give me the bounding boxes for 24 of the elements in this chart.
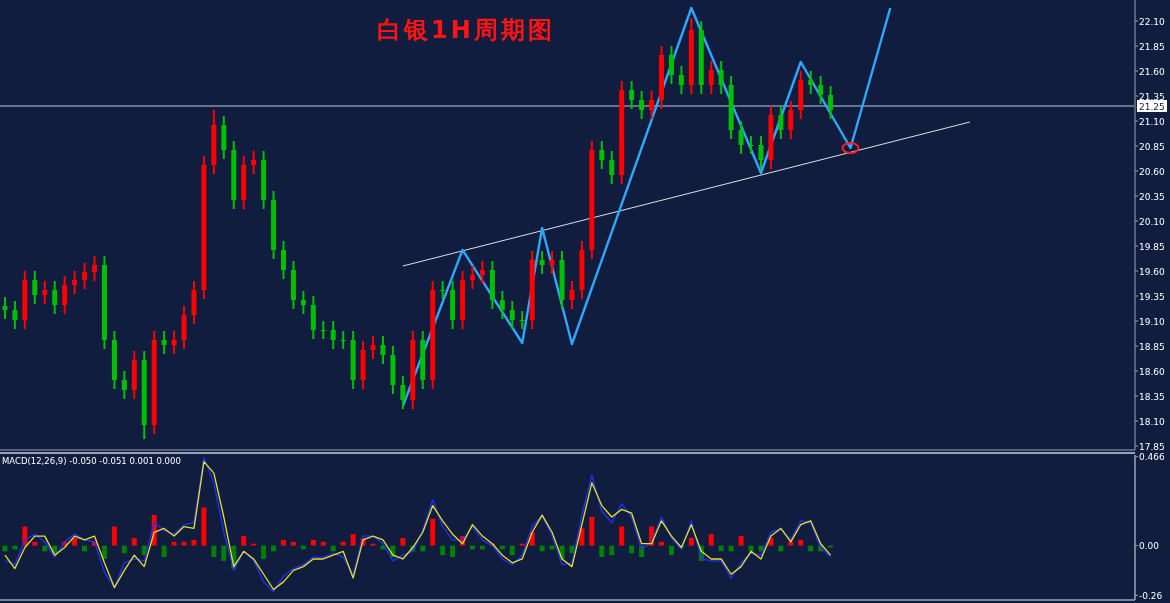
y-tick-label: 21.60 [1139,66,1166,77]
y-tick-label: 20.10 [1139,216,1166,227]
y-tick-label: 21.85 [1139,41,1165,52]
y-tick-label: 18.35 [1139,391,1165,402]
y-tick-label: 21.10 [1139,116,1166,127]
y-tick-label: 20.60 [1139,166,1166,177]
y-tick-label: 17.85 [1139,441,1165,452]
y-tick-label: 19.10 [1139,316,1166,327]
y-tick-label: 21.35 [1139,91,1165,102]
y-tick-label: 19.60 [1139,266,1166,277]
text: 白银1H周期图 [377,16,555,44]
y-tick-label: 0.466 [1139,452,1166,463]
y-tick-label: 18.10 [1139,416,1166,427]
y-tick-label: 22.10 [1139,16,1166,27]
y-tick-label: 0.00 [1139,541,1160,552]
y-tick-label: -0.26 [1139,590,1163,601]
y-tick-label: 20.85 [1139,141,1165,152]
y-tick-label: 19.35 [1139,291,1165,302]
y-tick-label: 20.35 [1139,191,1165,202]
y-tick-label: 19.85 [1139,241,1165,252]
annotation: MACD(12,26,9) -0.050 -0.051 0.001 0.000 [2,456,181,466]
y-tick-label: 18.85 [1139,341,1165,352]
y-tick-label: 18.60 [1139,366,1166,377]
ref-line-label: 21.25 [1139,101,1165,112]
